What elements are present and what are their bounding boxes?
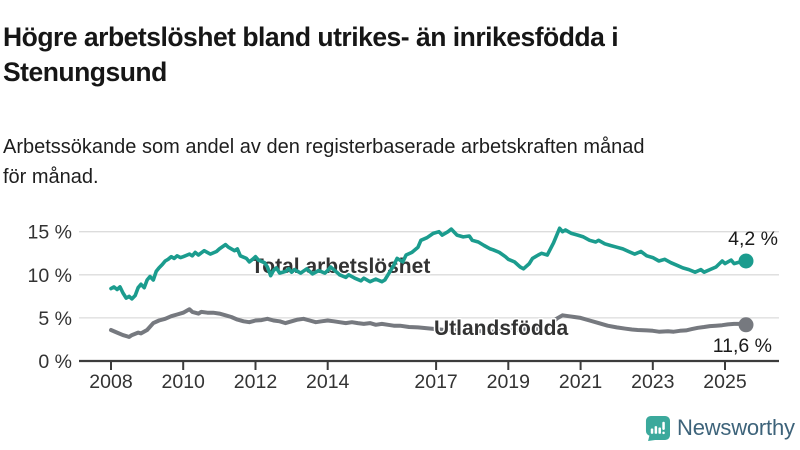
x-tick-label: 2023 [631, 371, 674, 393]
page-title: Högre arbetslöshet bland utrikes- än inr… [3, 20, 797, 90]
x-tick-label: 2021 [559, 371, 602, 393]
page-title-line2: Stenungsund [3, 56, 167, 87]
x-tick-label: 2025 [703, 371, 747, 393]
end-dot-utlandsfodda [738, 253, 754, 269]
x-tick-label: 2017 [414, 371, 457, 393]
y-tick-label: 5 % [38, 308, 72, 330]
y-tick-label: 15 % [28, 222, 72, 244]
x-tick-label: 2010 [162, 371, 206, 393]
x-tick-label: 2019 [487, 371, 530, 393]
end-value-label-utlandsfodda: 11,6 % [713, 335, 772, 357]
x-tick-label: 2014 [306, 371, 350, 393]
series-label-utlandsfodda: Utlandsfödda [434, 317, 568, 340]
series-line-total [109, 307, 748, 339]
x-tick-label: 2012 [234, 371, 277, 393]
series-line-utlandsfodda [109, 226, 748, 301]
brand-wordmark: Newsworthy [677, 415, 795, 440]
end-dot-total [738, 317, 754, 333]
x-tick-label: 2008 [89, 371, 132, 393]
page-title-line1: Högre arbetslöshet bland utrikes- än inr… [3, 21, 619, 52]
newsworthy-logo: Newsworthy [645, 415, 795, 441]
y-tick-label: 10 % [28, 265, 72, 287]
newsworthy-bubble-bar-chart-icon [645, 415, 670, 441]
chart-subtitle: Arbetssökande som andel av den registerb… [3, 133, 793, 192]
chart-subtitle-line1: Arbetssökande som andel av den registerb… [3, 136, 645, 158]
y-tick-label: 0 % [38, 351, 72, 373]
chart-subtitle-line2: för månad. [3, 165, 99, 188]
end-value-label-total: 4,2 % [728, 228, 778, 250]
